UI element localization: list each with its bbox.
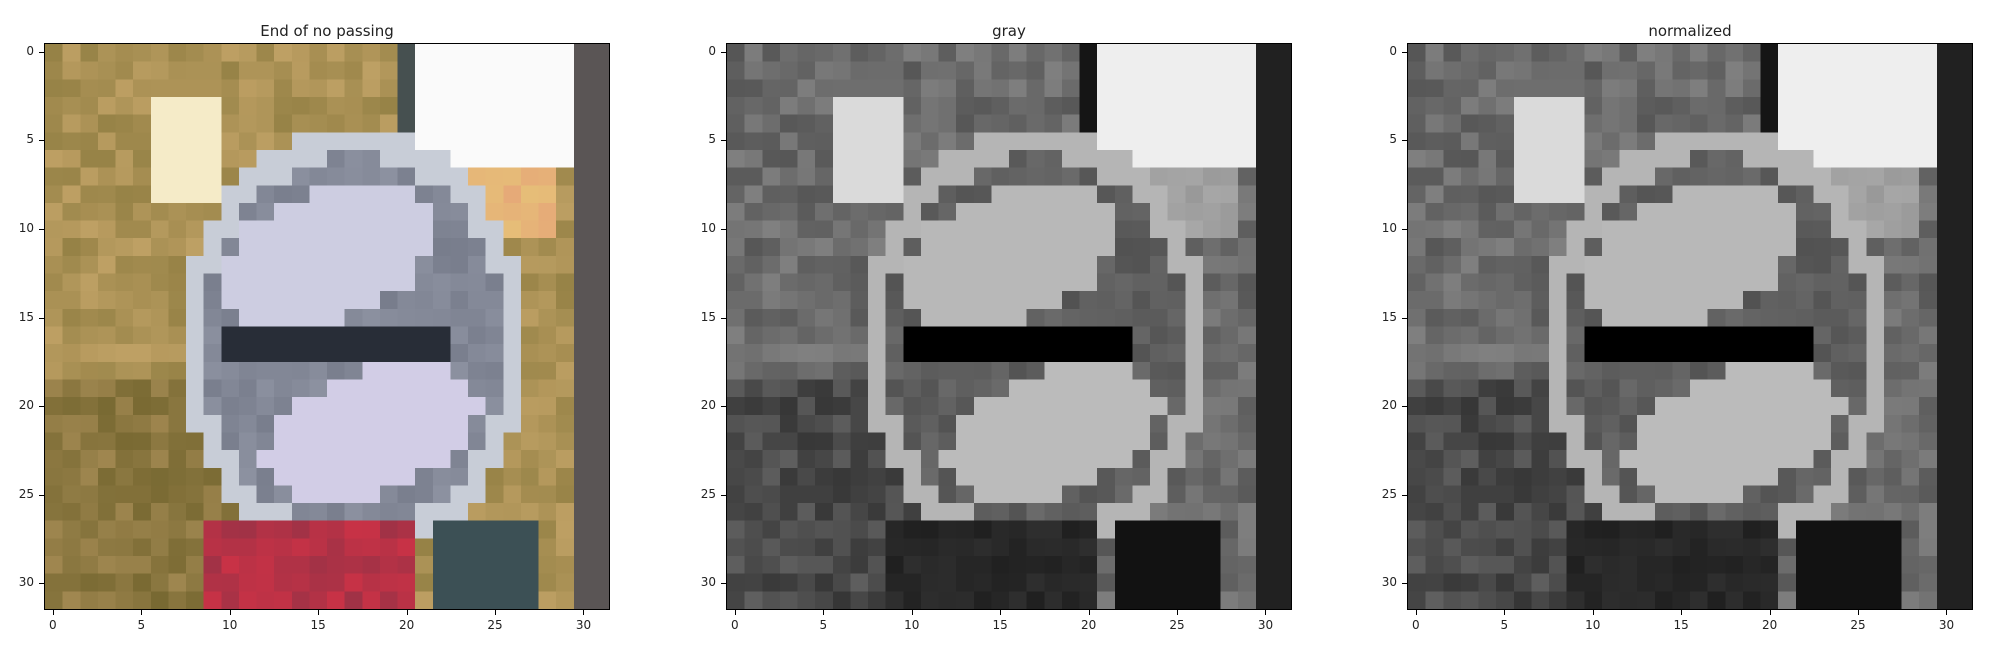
y-tick-label: 0 [1389, 43, 1397, 58]
x-tick-label: 20 [1761, 618, 1778, 632]
y-tick-mark [39, 406, 44, 408]
panel-gray: gray 0 5 10 15 20 25 30 0 5 10 15 20 25 30 [682, 0, 1322, 648]
y-tick-mark [39, 51, 44, 53]
panel-original: End of no passing 0 5 10 15 20 25 30 0 5 10 15 20 25… [0, 0, 640, 648]
y-tick-label: 5 [1389, 132, 1397, 147]
x-tick-mark [52, 610, 54, 615]
x-tick-label: 30 [575, 618, 592, 632]
image-gray [726, 43, 1292, 610]
y-tick-label: 20 [700, 398, 716, 413]
x-tick-mark [1415, 610, 1417, 615]
y-tick-label: 20 [1381, 398, 1397, 413]
y-tick-mark [1402, 229, 1407, 231]
y-tick-label: 15 [700, 309, 716, 324]
y-tick-label: 0 [708, 43, 716, 58]
x-tick-label: 10 [222, 618, 238, 632]
image-original [44, 43, 610, 610]
x-tick-label: 5 [819, 618, 828, 632]
y-tick-label: 25 [1381, 486, 1397, 501]
y-tick-mark [721, 317, 726, 319]
y-tick-label: 30 [18, 575, 34, 590]
y-tick-label: 15 [1381, 309, 1397, 324]
y-tick-label: 30 [700, 575, 716, 590]
x-tick-label: 30 [1938, 618, 1955, 632]
y-tick-label: 10 [18, 221, 34, 236]
x-tick-label: 25 [1169, 618, 1185, 632]
y-tick-label: 0 [26, 43, 34, 58]
y-tick-label: 10 [1381, 221, 1397, 236]
y-tick-mark [39, 317, 44, 319]
x-tick-mark [911, 610, 913, 615]
x-tick-mark [823, 610, 825, 615]
y-tick-mark [1402, 317, 1407, 319]
x-tick-label: 15 [1673, 618, 1689, 632]
x-tick-mark [495, 610, 497, 615]
y-tick-mark [1402, 494, 1407, 496]
y-tick-mark [39, 229, 44, 231]
x-tick-label: 0 [49, 618, 57, 632]
y-tick-mark [721, 494, 726, 496]
x-tick-mark [1265, 610, 1267, 615]
y-tick-label: 30 [1381, 575, 1397, 590]
y-tick-mark [721, 583, 726, 585]
x-tick-label: 15 [310, 618, 326, 632]
x-tick-label: 5 [137, 618, 146, 632]
x-tick-mark [1592, 610, 1594, 615]
y-tick-mark [721, 229, 726, 231]
y-tick-label: 20 [18, 398, 34, 413]
x-tick-mark [1088, 610, 1090, 615]
x-tick-mark [1000, 610, 1002, 615]
x-tick-mark [1681, 610, 1683, 615]
y-tick-mark [39, 140, 44, 142]
x-tick-label: 0 [1412, 618, 1420, 632]
x-tick-mark [318, 610, 320, 615]
x-tick-label: 25 [1850, 618, 1866, 632]
panel-title: End of no passing [260, 22, 394, 40]
y-tick-label: 5 [708, 132, 716, 147]
y-tick-mark [721, 51, 726, 53]
x-tick-label: 10 [904, 618, 920, 632]
x-tick-mark [141, 610, 143, 615]
x-tick-mark [229, 610, 231, 615]
panel-title: gray [992, 22, 1026, 40]
x-tick-mark [1769, 610, 1771, 615]
y-tick-mark [1402, 51, 1407, 53]
x-tick-label: 5 [1500, 618, 1509, 632]
x-tick-label: 25 [487, 618, 503, 632]
image-normalized [1407, 43, 1973, 610]
panel-normalized: normalized 0 5 10 15 20 25 30 0 5 10 15 20 25 30 [1363, 0, 2003, 648]
y-tick-label: 25 [700, 486, 716, 501]
x-tick-mark [1177, 610, 1179, 615]
y-tick-label: 25 [18, 486, 34, 501]
y-tick-mark [1402, 583, 1407, 585]
x-tick-label: 0 [731, 618, 739, 632]
y-tick-mark [721, 406, 726, 408]
x-tick-mark [1858, 610, 1860, 615]
x-tick-mark [406, 610, 408, 615]
y-tick-label: 5 [26, 132, 34, 147]
panel-title: normalized [1648, 22, 1732, 40]
y-tick-mark [39, 583, 44, 585]
x-tick-mark [734, 610, 736, 615]
x-tick-mark [1946, 610, 1948, 615]
y-tick-mark [1402, 406, 1407, 408]
x-tick-mark [583, 610, 585, 615]
x-tick-mark [1504, 610, 1506, 615]
x-tick-label: 20 [1080, 618, 1097, 632]
x-tick-label: 15 [992, 618, 1008, 632]
y-tick-label: 15 [18, 309, 34, 324]
x-tick-label: 10 [1585, 618, 1601, 632]
y-tick-label: 10 [700, 221, 716, 236]
x-tick-label: 20 [398, 618, 415, 632]
x-tick-label: 30 [1257, 618, 1274, 632]
y-tick-mark [721, 140, 726, 142]
y-tick-mark [39, 494, 44, 496]
y-tick-mark [1402, 140, 1407, 142]
